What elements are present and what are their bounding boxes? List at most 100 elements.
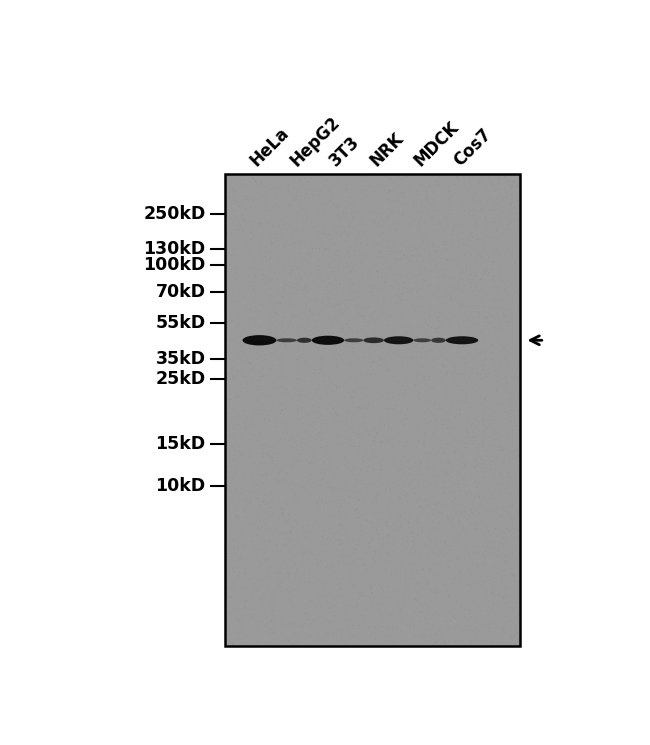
Point	[251, 317, 261, 329]
Point	[229, 454, 239, 466]
Point	[421, 494, 432, 506]
Point	[331, 379, 341, 391]
Point	[283, 228, 293, 240]
Point	[345, 577, 356, 589]
Point	[386, 353, 396, 365]
Point	[383, 408, 393, 420]
Point	[375, 571, 385, 583]
Point	[496, 276, 506, 288]
Point	[400, 574, 411, 586]
Point	[255, 544, 265, 556]
Point	[328, 630, 339, 641]
Point	[507, 500, 517, 512]
Point	[307, 450, 317, 462]
Point	[231, 461, 241, 473]
Point	[344, 549, 354, 561]
Point	[393, 595, 403, 607]
Point	[410, 248, 420, 260]
Point	[333, 534, 343, 546]
Point	[347, 350, 358, 362]
Point	[246, 306, 256, 318]
Point	[357, 171, 367, 183]
Point	[276, 224, 286, 236]
Point	[322, 244, 333, 256]
Point	[280, 518, 290, 530]
Point	[466, 269, 476, 281]
Point	[221, 408, 231, 420]
Point	[474, 249, 484, 261]
Point	[243, 271, 254, 283]
Point	[302, 188, 312, 200]
Point	[355, 262, 365, 274]
Point	[321, 288, 332, 299]
Point	[366, 508, 376, 520]
Point	[469, 253, 479, 264]
Point	[419, 478, 429, 489]
Point	[344, 497, 355, 509]
Point	[500, 171, 510, 183]
Point	[267, 495, 278, 507]
Point	[427, 384, 437, 396]
Point	[458, 473, 469, 485]
Point	[240, 215, 251, 227]
Point	[285, 347, 296, 359]
Point	[268, 447, 278, 459]
Point	[459, 336, 469, 348]
Point	[275, 297, 285, 309]
Point	[424, 618, 434, 630]
Point	[281, 466, 292, 478]
Point	[318, 633, 328, 644]
Point	[430, 551, 441, 563]
Point	[491, 384, 502, 396]
Point	[403, 478, 413, 490]
Point	[337, 337, 348, 349]
Point	[382, 609, 393, 621]
Point	[270, 585, 281, 597]
Point	[471, 630, 482, 642]
Point	[482, 229, 492, 241]
Point	[365, 180, 375, 192]
Point	[379, 335, 389, 347]
Point	[354, 308, 365, 320]
Point	[286, 560, 296, 572]
Point	[226, 486, 236, 498]
Point	[235, 483, 246, 495]
Point	[269, 383, 280, 395]
Point	[248, 414, 258, 426]
Point	[452, 379, 462, 391]
Point	[470, 219, 480, 231]
Point	[333, 338, 343, 350]
Point	[513, 357, 523, 369]
Point	[265, 484, 276, 496]
Point	[413, 387, 424, 399]
Point	[304, 259, 315, 270]
Point	[265, 510, 275, 522]
Point	[393, 449, 403, 461]
Point	[406, 339, 416, 351]
Point	[367, 291, 378, 302]
Point	[474, 424, 485, 436]
Point	[226, 487, 237, 499]
Point	[307, 375, 317, 387]
Point	[422, 237, 433, 249]
Point	[397, 297, 408, 309]
Point	[494, 247, 504, 259]
Point	[404, 322, 415, 334]
Point	[365, 580, 376, 592]
Point	[374, 333, 384, 345]
Point	[265, 312, 276, 324]
Point	[300, 323, 310, 335]
Point	[281, 527, 291, 539]
Point	[267, 498, 278, 510]
Point	[383, 599, 393, 611]
Point	[344, 359, 354, 371]
Point	[409, 352, 419, 364]
Point	[466, 637, 476, 649]
Point	[322, 513, 332, 525]
Point	[307, 188, 318, 200]
Point	[407, 473, 417, 485]
Point	[361, 447, 372, 459]
Point	[479, 316, 489, 328]
Point	[406, 546, 417, 558]
Point	[460, 472, 471, 484]
